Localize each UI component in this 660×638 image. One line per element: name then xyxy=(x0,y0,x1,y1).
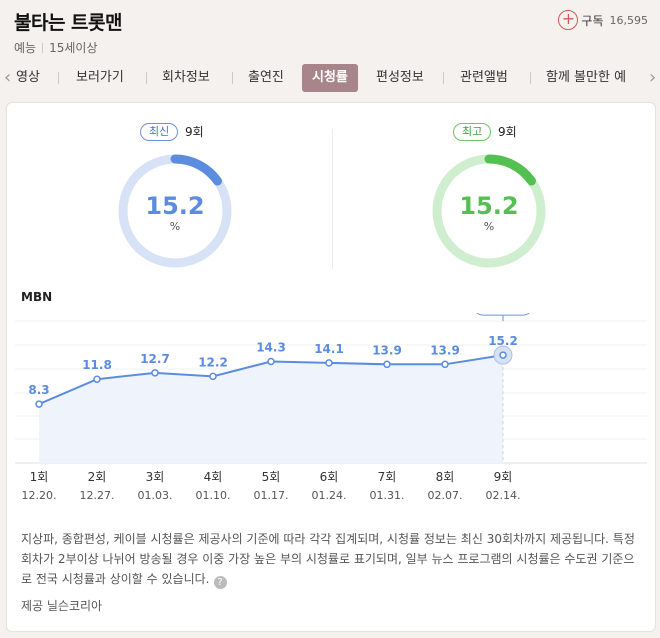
data-label: 13.9 xyxy=(372,343,402,357)
program-header: 불타는 트롯맨 예능 15세이상 + 구독 16,595 xyxy=(0,0,660,62)
chevron-left-icon[interactable]: ‹ xyxy=(4,67,12,88)
data-label: 12.2 xyxy=(198,355,228,369)
highest-rating-value: 15.2 xyxy=(459,192,519,220)
data-label: 15.2 xyxy=(488,334,518,348)
data-point xyxy=(499,351,507,359)
highest-rating-unit: % xyxy=(483,220,495,233)
data-label: 13.9 xyxy=(430,343,460,357)
latest-episode: 9회 xyxy=(185,125,204,139)
data-label: 14.1 xyxy=(314,342,344,356)
data-point xyxy=(151,369,159,377)
gauge-arc xyxy=(118,154,232,268)
genre-label: 예능 xyxy=(14,41,37,55)
x-tick-date: 02.07. xyxy=(428,489,463,502)
help-icon[interactable]: ? xyxy=(213,576,227,589)
latest-rating-gauge: 15.2 % xyxy=(115,151,235,271)
x-tick-episode: 4회 xyxy=(204,470,223,484)
broadcaster-label: MBN xyxy=(21,290,53,304)
x-tick-episode: 6회 xyxy=(320,470,339,484)
program-meta: 예능 15세이상 xyxy=(14,39,97,56)
ratings-chart-svg: 8.3 1회 12.20. 11.8 2회 12.27. 12.7 3회 01.03. 12.2 4… xyxy=(15,294,647,502)
tab-video[interactable]: 영상 xyxy=(16,70,40,85)
tab-recommended[interactable]: 함께 볼만한 예 xyxy=(546,70,627,85)
data-point xyxy=(209,372,217,381)
x-tick-episode: 8회 xyxy=(436,470,455,484)
age-rating-label: 15세이상 xyxy=(49,41,98,55)
x-tick-date: 02.14. xyxy=(486,489,521,502)
data-label: 8.3 xyxy=(28,383,49,397)
ratings-chart: 8.3 1회 12.20. 11.8 2회 12.27. 12.7 3회 01.03. 12.2 4… xyxy=(7,294,655,517)
tab-schedule[interactable]: 편성정보 xyxy=(376,70,424,85)
highest-episode: 9회 xyxy=(498,125,517,139)
gauge-arc xyxy=(432,154,546,268)
x-tick-date: 01.03. xyxy=(138,489,173,502)
data-label: 14.3 xyxy=(256,340,286,354)
data-point xyxy=(35,400,43,408)
latest-rating-value: 15.2 xyxy=(145,192,205,220)
column-divider xyxy=(332,129,333,269)
tab-divider xyxy=(146,72,147,84)
x-tick-date: 01.31. xyxy=(370,489,405,502)
latest-gauge-svg xyxy=(118,154,232,268)
x-tick-episode: 5회 xyxy=(262,470,281,484)
x-tick-date: 01.24. xyxy=(312,489,347,502)
x-tick-date: 01.10. xyxy=(196,489,231,502)
tab-cast[interactable]: 출연진 xyxy=(248,70,284,85)
data-point xyxy=(267,357,275,366)
data-provider: 제공 닐슨코리아 xyxy=(21,599,103,613)
chevron-right-icon[interactable]: › xyxy=(647,66,657,90)
subscriber-count: 16,595 xyxy=(609,13,649,27)
x-tick-date: 01.17. xyxy=(254,489,289,502)
x-tick-episode: 7회 xyxy=(378,470,397,484)
latest-badge: 최신 xyxy=(140,123,179,141)
x-tick-date: 12.20. xyxy=(22,489,57,502)
latest-callout-box xyxy=(472,294,534,316)
area-fill xyxy=(39,355,503,463)
tab-bar: ‹ 영상 보러가기 회차정보 출연진 시청률 편성정보 관련앨범 함께 볼만한 … xyxy=(0,62,660,94)
tab-divider xyxy=(232,72,233,84)
x-tick-episode: 3회 xyxy=(146,470,165,484)
tab-divider xyxy=(58,72,59,84)
tab-watch[interactable]: 보러가기 xyxy=(76,70,124,85)
program-title[interactable]: 불타는 트롯맨 xyxy=(14,12,123,34)
x-tick-episode: 9회 xyxy=(494,470,513,484)
tab-divider xyxy=(530,72,531,84)
tab-divider xyxy=(443,72,444,84)
plus-icon: + xyxy=(558,10,579,30)
subscribe-button[interactable]: + 구독 16,595 xyxy=(558,10,648,30)
x-tick-date: 12.27. xyxy=(80,489,115,502)
x-tick-episode: 1회 xyxy=(30,470,49,484)
ratings-panel: 최신 9회 15.2 % 최고 9회 15.2 % MBN 8.3 1회 12.20… xyxy=(6,102,656,632)
meta-divider xyxy=(42,43,44,53)
tab-albums[interactable]: 관련앨범 xyxy=(460,70,508,85)
latest-rating-unit: % xyxy=(169,220,181,233)
highest-badge: 최고 xyxy=(453,123,492,141)
data-point xyxy=(325,359,333,367)
data-point xyxy=(441,360,449,369)
subscribe-label: 구독 xyxy=(581,13,604,28)
highest-rating-gauge: 15.2 % xyxy=(429,151,549,271)
data-point xyxy=(93,375,101,383)
highest-gauge-svg xyxy=(432,154,546,268)
data-label: 12.7 xyxy=(140,352,170,366)
tab-ratings[interactable]: 시청률 xyxy=(302,64,358,92)
data-point xyxy=(383,360,391,369)
data-label: 11.8 xyxy=(82,358,112,372)
tab-episodes[interactable]: 회차정보 xyxy=(162,70,210,85)
x-tick-episode: 2회 xyxy=(88,470,107,484)
ratings-note: 지상파, 종합편성, 케이블 시청률은 제공사의 기준에 따라 각각 집계되며,… xyxy=(21,529,645,589)
ratings-note-text: 지상파, 종합편성, 케이블 시청률은 제공사의 기준에 따라 각각 집계되며,… xyxy=(21,532,635,586)
